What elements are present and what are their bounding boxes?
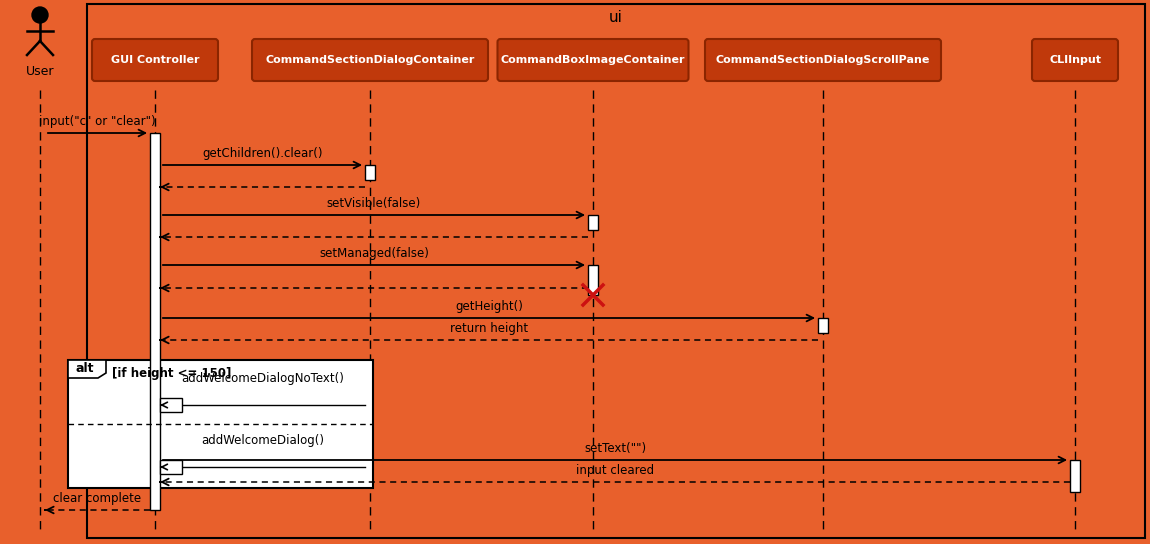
Text: setVisible(false): setVisible(false) [327,197,421,210]
Text: input("c" or "clear"): input("c" or "clear") [39,115,155,128]
Circle shape [32,7,48,23]
FancyBboxPatch shape [252,39,488,81]
Bar [160,460,182,474]
Text: setManaged(false): setManaged(false) [319,247,429,260]
Text: addWelcomeDialog(): addWelcomeDialog() [201,434,324,447]
Bar [68,360,373,488]
Bar [365,165,375,180]
Text: clear complete: clear complete [53,492,141,505]
Text: getHeight(): getHeight() [455,300,523,313]
Text: getChildren().clear(): getChildren().clear() [202,147,323,160]
Bar [150,133,160,510]
Bar [160,398,182,412]
Text: CommandSectionDialogContainer: CommandSectionDialogContainer [266,55,475,65]
FancyBboxPatch shape [705,39,941,81]
Text: User: User [25,65,54,78]
FancyBboxPatch shape [498,39,689,81]
Bar [588,215,598,230]
Text: ui: ui [610,10,623,26]
Text: [if height <= 150]: [if height <= 150] [112,367,231,380]
Polygon shape [68,360,106,378]
Text: return height: return height [450,322,528,335]
Text: CommandSectionDialogScrollPane: CommandSectionDialogScrollPane [715,55,930,65]
Text: addWelcomeDialogNoText(): addWelcomeDialogNoText() [181,372,344,385]
Bar [1070,460,1080,492]
FancyBboxPatch shape [92,39,218,81]
Text: GUI Controller: GUI Controller [110,55,199,65]
Text: setText(""): setText("") [584,442,646,455]
Text: alt: alt [76,362,94,375]
Bar [588,265,598,295]
Text: input cleared: input cleared [576,464,654,477]
FancyBboxPatch shape [1032,39,1118,81]
Text: CLIInput: CLIInput [1049,55,1101,65]
Bar [818,318,828,333]
Text: CommandBoxImageContainer: CommandBoxImageContainer [500,55,685,65]
